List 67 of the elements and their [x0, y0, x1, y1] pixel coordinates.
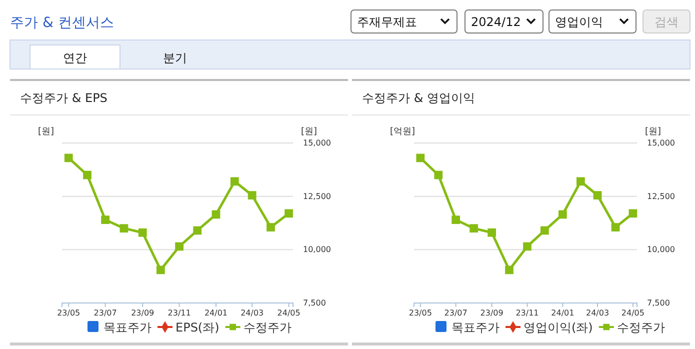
point: [64, 154, 73, 162]
point: [540, 226, 549, 235]
point: [212, 210, 220, 219]
text: 연간: [63, 51, 87, 65]
dropdown: 주재무제표: [350, 10, 458, 34]
y2-tick-label: 15,000: [647, 138, 675, 148]
x-tick-label: 23/09: [131, 308, 154, 318]
x-tick-label: 23/11: [168, 308, 191, 318]
x-tick-label: 23/07: [94, 308, 117, 318]
y2-tick-label: 12,500: [647, 192, 675, 201]
point: [628, 209, 638, 218]
x-tick-label: 24/01: [551, 308, 574, 318]
y2-tick-label: 10,000: [303, 245, 331, 254]
legend-label: 수정주가: [243, 320, 292, 334]
point: [248, 191, 256, 200]
point: [434, 170, 443, 180]
chart-title: 수정주가 & 영업이익: [362, 91, 475, 105]
point: [452, 216, 460, 224]
x-tick-label: 23/07: [444, 308, 468, 318]
point: [284, 209, 293, 218]
point: [156, 266, 165, 274]
legend-label: 목표주가: [104, 320, 152, 334]
point: [558, 210, 567, 219]
point: [505, 266, 514, 274]
y2-tick-label: 12,500: [303, 192, 331, 201]
point: [101, 216, 110, 224]
point: [175, 242, 184, 251]
chart-title: 수정주가 & EPS: [20, 91, 108, 105]
point: [83, 170, 92, 180]
point: [523, 242, 532, 251]
y2-tick-label: 7,500: [647, 298, 670, 308]
y-axis-title: [억원]: [390, 127, 416, 137]
y2-axis-title: [원]: [301, 127, 318, 137]
x-tick-label: 24/05: [277, 308, 300, 318]
x-tick-label: 23/09: [480, 308, 504, 318]
x-tick-label: 24/05: [621, 308, 644, 318]
text: 분기: [163, 51, 187, 65]
dropdown: 2024/12: [464, 10, 544, 34]
point: [193, 226, 202, 235]
x-tick-label: 24/01: [204, 308, 228, 318]
x-tick-label: 23/05: [57, 308, 80, 318]
x-tick-label: 24/03: [586, 308, 610, 318]
point: [230, 177, 239, 186]
point: [470, 224, 478, 233]
point: [576, 177, 585, 186]
point: [611, 223, 620, 232]
legend-label: 영업이익(좌): [524, 320, 593, 334]
y2-tick-label: 7,500: [303, 298, 326, 308]
text: 주가 & 컨센서스: [10, 15, 114, 31]
y2-axis-title: [원]: [645, 127, 662, 137]
legend-label: EPS(좌): [176, 320, 220, 334]
point: [266, 223, 275, 232]
x-tick-label: 23/11: [516, 308, 539, 318]
legend-label: 수정주가: [616, 320, 665, 334]
y2-tick-label: 15,000: [303, 138, 331, 148]
y2-tick-label: 10,000: [647, 245, 675, 254]
point: [488, 228, 496, 237]
legend-label: 목표주가: [452, 320, 500, 334]
dropdown: 영업이익: [548, 10, 636, 34]
button: 검색: [642, 10, 690, 34]
point: [416, 154, 425, 162]
y-axis-title: [원]: [38, 127, 54, 137]
x-tick-label: 24/03: [240, 308, 264, 318]
point: [138, 228, 147, 237]
point: [120, 224, 128, 233]
point: [593, 191, 602, 200]
x-tick-label: 23/05: [408, 308, 432, 318]
